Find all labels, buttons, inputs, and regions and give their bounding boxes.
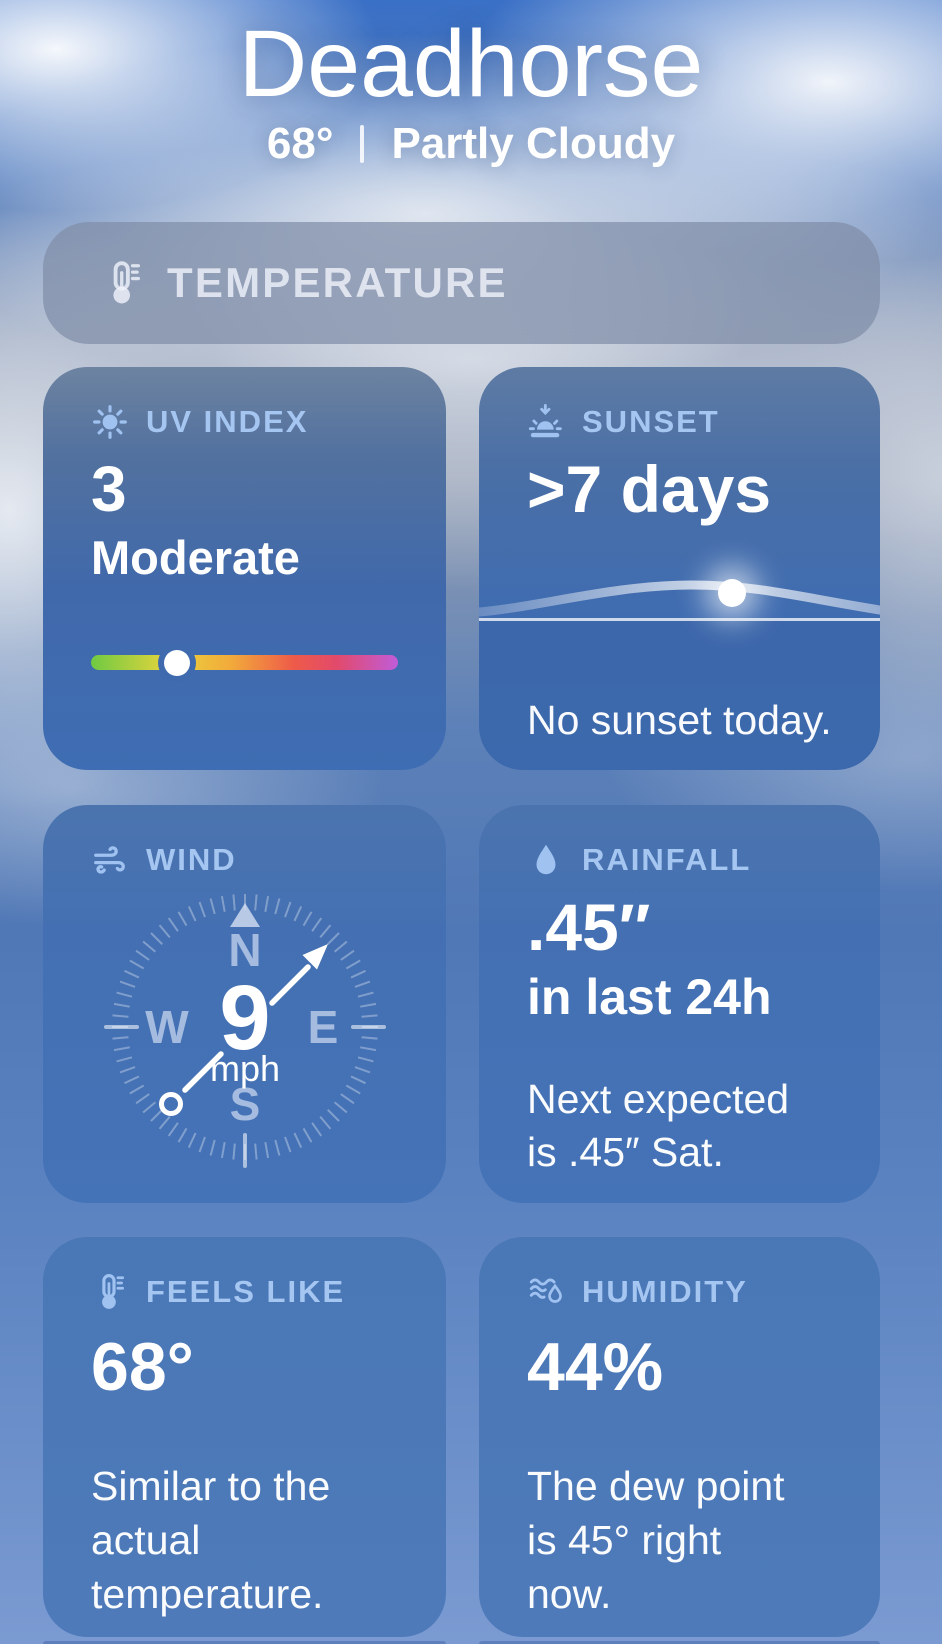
humidity-value: 44% bbox=[527, 1329, 664, 1405]
sun-max-icon bbox=[91, 403, 129, 441]
below-horizon-shade bbox=[479, 621, 880, 770]
uv-category: Moderate bbox=[91, 531, 300, 584]
sun-path-curve bbox=[479, 580, 880, 621]
humidity-card[interactable]: HUMIDITY 44% The dew point is 45° right … bbox=[479, 1237, 880, 1637]
next-row-card-sliver bbox=[43, 1641, 446, 1644]
humidity-value-block: 44% bbox=[527, 1329, 663, 1405]
sunset-icon bbox=[527, 403, 565, 441]
wind-card-header: WIND bbox=[91, 841, 237, 879]
feels-like-card[interactable]: FEELS LIKE 68° Similar to the actual tem… bbox=[43, 1237, 446, 1637]
current-conditions: 68° Partly Cloudy bbox=[0, 118, 942, 170]
uv-scale-dot bbox=[163, 649, 190, 676]
svg-text:N: N bbox=[228, 924, 261, 976]
feels-like-card-header: FEELS LIKE bbox=[91, 1273, 345, 1311]
temperature-section-bar[interactable]: TEMPERATURE bbox=[43, 222, 880, 344]
temperature-section-label: TEMPERATURE bbox=[167, 259, 508, 306]
thermometer-icon bbox=[100, 260, 146, 306]
svg-text:W: W bbox=[145, 1001, 189, 1053]
thermometer-icon bbox=[91, 1273, 129, 1311]
wind-speed: 9 bbox=[219, 967, 270, 1069]
svg-text:S: S bbox=[230, 1078, 261, 1130]
rainfall-subtitle: in last 24h bbox=[527, 969, 772, 1025]
condition-text: Partly Cloudy bbox=[391, 119, 676, 168]
sunset-card-header: SUNSET bbox=[527, 403, 720, 441]
sunset-card[interactable]: SUNSET >7 days No sunset today. bbox=[479, 367, 880, 770]
uv-value-block: 3 Moderate bbox=[91, 453, 300, 591]
sunset-value: >7 days bbox=[527, 452, 772, 526]
humidity-icon bbox=[527, 1273, 565, 1311]
sunset-note: No sunset today. bbox=[527, 697, 832, 743]
horizon-line bbox=[479, 618, 880, 621]
humidity-card-title: HUMIDITY bbox=[582, 1274, 748, 1309]
compass-tick-ring bbox=[104, 894, 386, 1168]
next-row-card-sliver bbox=[479, 1641, 880, 1644]
humidity-note: The dew point is 45° right now. bbox=[527, 1463, 785, 1617]
rainfall-card-title: RAINFALL bbox=[582, 842, 752, 877]
uv-scale-bar bbox=[91, 655, 398, 670]
city-name: Deadhorse bbox=[238, 11, 704, 117]
wind-card[interactable]: WIND N E S W 9 mph bbox=[43, 805, 446, 1203]
feels-like-value-block: 68° bbox=[91, 1329, 194, 1405]
rainfall-card-header: RAINFALL bbox=[527, 841, 751, 879]
uv-card-title: UV INDEX bbox=[146, 404, 309, 439]
uv-index-card[interactable]: UV INDEX 3 Moderate bbox=[43, 367, 446, 770]
feels-like-value: 68° bbox=[91, 1329, 194, 1405]
wind-compass: N E S W 9 mph bbox=[104, 894, 386, 1168]
feels-like-note: Similar to the actual temperature. bbox=[91, 1463, 331, 1617]
uv-scale bbox=[91, 649, 398, 676]
wind-direction-arrow bbox=[159, 944, 328, 1116]
feels-like-card-title: FEELS LIKE bbox=[146, 1274, 346, 1309]
rainfall-value: .45″ bbox=[527, 890, 651, 964]
wind-card-title: WIND bbox=[146, 842, 237, 877]
rainfall-note: Next expected is .45″ Sat. bbox=[527, 1076, 790, 1175]
wind-icon bbox=[91, 841, 129, 879]
sun-position-dot bbox=[717, 579, 746, 607]
rainfall-card[interactable]: RAINFALL .45″ in last 24h Next expected … bbox=[479, 805, 880, 1203]
svg-text:E: E bbox=[308, 1001, 339, 1053]
rainfall-value-block: .45″ in last 24h bbox=[527, 889, 772, 1029]
conditions-divider bbox=[360, 125, 365, 163]
uv-value: 3 bbox=[91, 453, 127, 525]
wind-unit: mph bbox=[210, 1048, 280, 1089]
current-temperature: 68° bbox=[266, 119, 334, 168]
humidity-card-header: HUMIDITY bbox=[527, 1273, 748, 1311]
compass-cardinals: N E S W bbox=[145, 924, 338, 1130]
north-marker-triangle bbox=[230, 903, 260, 927]
drop-icon bbox=[527, 841, 565, 879]
uv-card-header: UV INDEX bbox=[91, 403, 308, 441]
sunset-card-title: SUNSET bbox=[582, 404, 720, 439]
